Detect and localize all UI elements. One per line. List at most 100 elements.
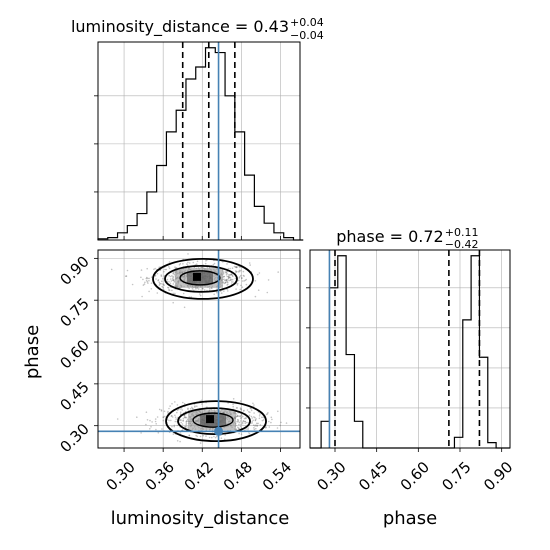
- scatter-point: [223, 438, 226, 441]
- scatter-point: [259, 413, 261, 415]
- scatter-point: [145, 411, 148, 414]
- scatter-point: [261, 416, 263, 419]
- p3-xtick-labels: 0.30 0.45 0.60 0.75 0.90: [313, 458, 516, 494]
- scatter-point: [265, 427, 267, 429]
- scatter-point: [238, 277, 240, 279]
- scatter-point: [201, 287, 203, 290]
- scatter-point: [225, 272, 227, 274]
- scatter-point: [171, 415, 173, 417]
- scatter-point: [149, 428, 151, 430]
- p2-xtick-label-2: 0.42: [181, 458, 217, 494]
- scatter-point: [261, 419, 264, 422]
- scatter-point: [153, 268, 155, 271]
- scatter-point: [228, 276, 231, 279]
- scatter-point: [182, 401, 184, 404]
- p3-frame: [309, 249, 511, 449]
- scatter-point: [262, 416, 265, 419]
- scatter-point: [185, 421, 187, 423]
- scatter-point: [231, 267, 234, 270]
- scatter-point: [250, 415, 253, 418]
- scatter-point: [144, 281, 146, 284]
- scatter-point: [279, 424, 282, 427]
- p1-title-sup: +0.04: [290, 16, 324, 29]
- scatter-point: [174, 414, 176, 417]
- scatter-point: [228, 276, 230, 279]
- scatter-point: [161, 285, 163, 288]
- scatter-point: [196, 260, 199, 263]
- scatter-point: [253, 416, 255, 418]
- scatter-point: [270, 421, 272, 424]
- scatter-point: [216, 291, 218, 294]
- scatter-point: [238, 269, 241, 272]
- p2-ytick-label-1: 0.45: [56, 378, 92, 414]
- p2-ytick-labels: 0.30 0.45 0.60 0.75 0.90: [56, 252, 92, 456]
- scatter-point: [188, 287, 190, 290]
- scatter-point: [255, 424, 257, 427]
- scatter-point: [158, 284, 161, 286]
- p2-xtick-label-1: 0.36: [142, 458, 178, 494]
- scatter-point: [176, 409, 179, 412]
- scatter-point: [163, 284, 165, 287]
- scatter-point: [171, 275, 173, 277]
- scatter-point: [157, 279, 160, 281]
- scatter-point: [239, 400, 242, 402]
- scatter-point: [156, 272, 159, 275]
- scatter-point: [179, 440, 181, 443]
- scatter-point: [183, 402, 186, 405]
- scatter-point: [184, 416, 186, 419]
- scatter-point: [242, 274, 245, 277]
- p1-histogram: [97, 47, 304, 241]
- scatter-point: [163, 410, 166, 413]
- scatter-point: [241, 422, 244, 425]
- scatter-point: [251, 417, 253, 419]
- scatter-point: [169, 405, 171, 407]
- scatter-point: [229, 274, 231, 276]
- scatter-point: [259, 424, 262, 426]
- scatter-point: [184, 416, 187, 419]
- scatter-point: [116, 418, 119, 420]
- p2-xtick-label-3: 0.48: [220, 458, 256, 494]
- scatter-point: [236, 266, 238, 268]
- scatter-point: [227, 274, 230, 276]
- scatter-point: [140, 276, 142, 279]
- scatter-point: [238, 421, 241, 424]
- scatter-point: [249, 264, 251, 266]
- scatter-point: [188, 434, 191, 437]
- scatter-point: [162, 283, 164, 285]
- scatter-point: [199, 442, 202, 444]
- scatter-point: [223, 275, 225, 278]
- scatter-point: [174, 416, 177, 419]
- scatter-point: [180, 408, 182, 410]
- scatter-point: [179, 419, 181, 421]
- scatter-point: [177, 408, 180, 411]
- scatter-point: [172, 433, 175, 435]
- scatter-point: [179, 432, 182, 434]
- scatter-point: [183, 415, 186, 417]
- scatter-point: [237, 279, 240, 282]
- scatter-point: [223, 282, 225, 285]
- scatter-point: [254, 419, 257, 422]
- scatter-point: [171, 279, 174, 281]
- scatter-point: [222, 272, 225, 275]
- scatter-point: [176, 424, 179, 427]
- scatter-point: [154, 420, 157, 423]
- scatter-point: [167, 412, 169, 414]
- scatter-point: [140, 269, 143, 271]
- scatter-point: [171, 416, 174, 418]
- scatter-point: [237, 418, 239, 421]
- scatter-point: [265, 426, 267, 428]
- scatter-point: [187, 261, 189, 264]
- scatter-point: [191, 406, 193, 409]
- scatter-point: [143, 283, 146, 285]
- p1-ticks: [94, 95, 281, 240]
- scatter-point: [168, 289, 170, 291]
- scatter-point: [201, 403, 203, 405]
- scatter-point: [238, 432, 240, 435]
- scatter-point: [234, 266, 237, 268]
- scatter-point: [202, 434, 205, 437]
- p3-xtick-label-4: 0.90: [480, 458, 516, 494]
- scatter-point: [172, 276, 174, 278]
- scatter-point: [242, 420, 245, 422]
- scatter-point: [165, 268, 168, 271]
- scatter-point: [187, 408, 189, 411]
